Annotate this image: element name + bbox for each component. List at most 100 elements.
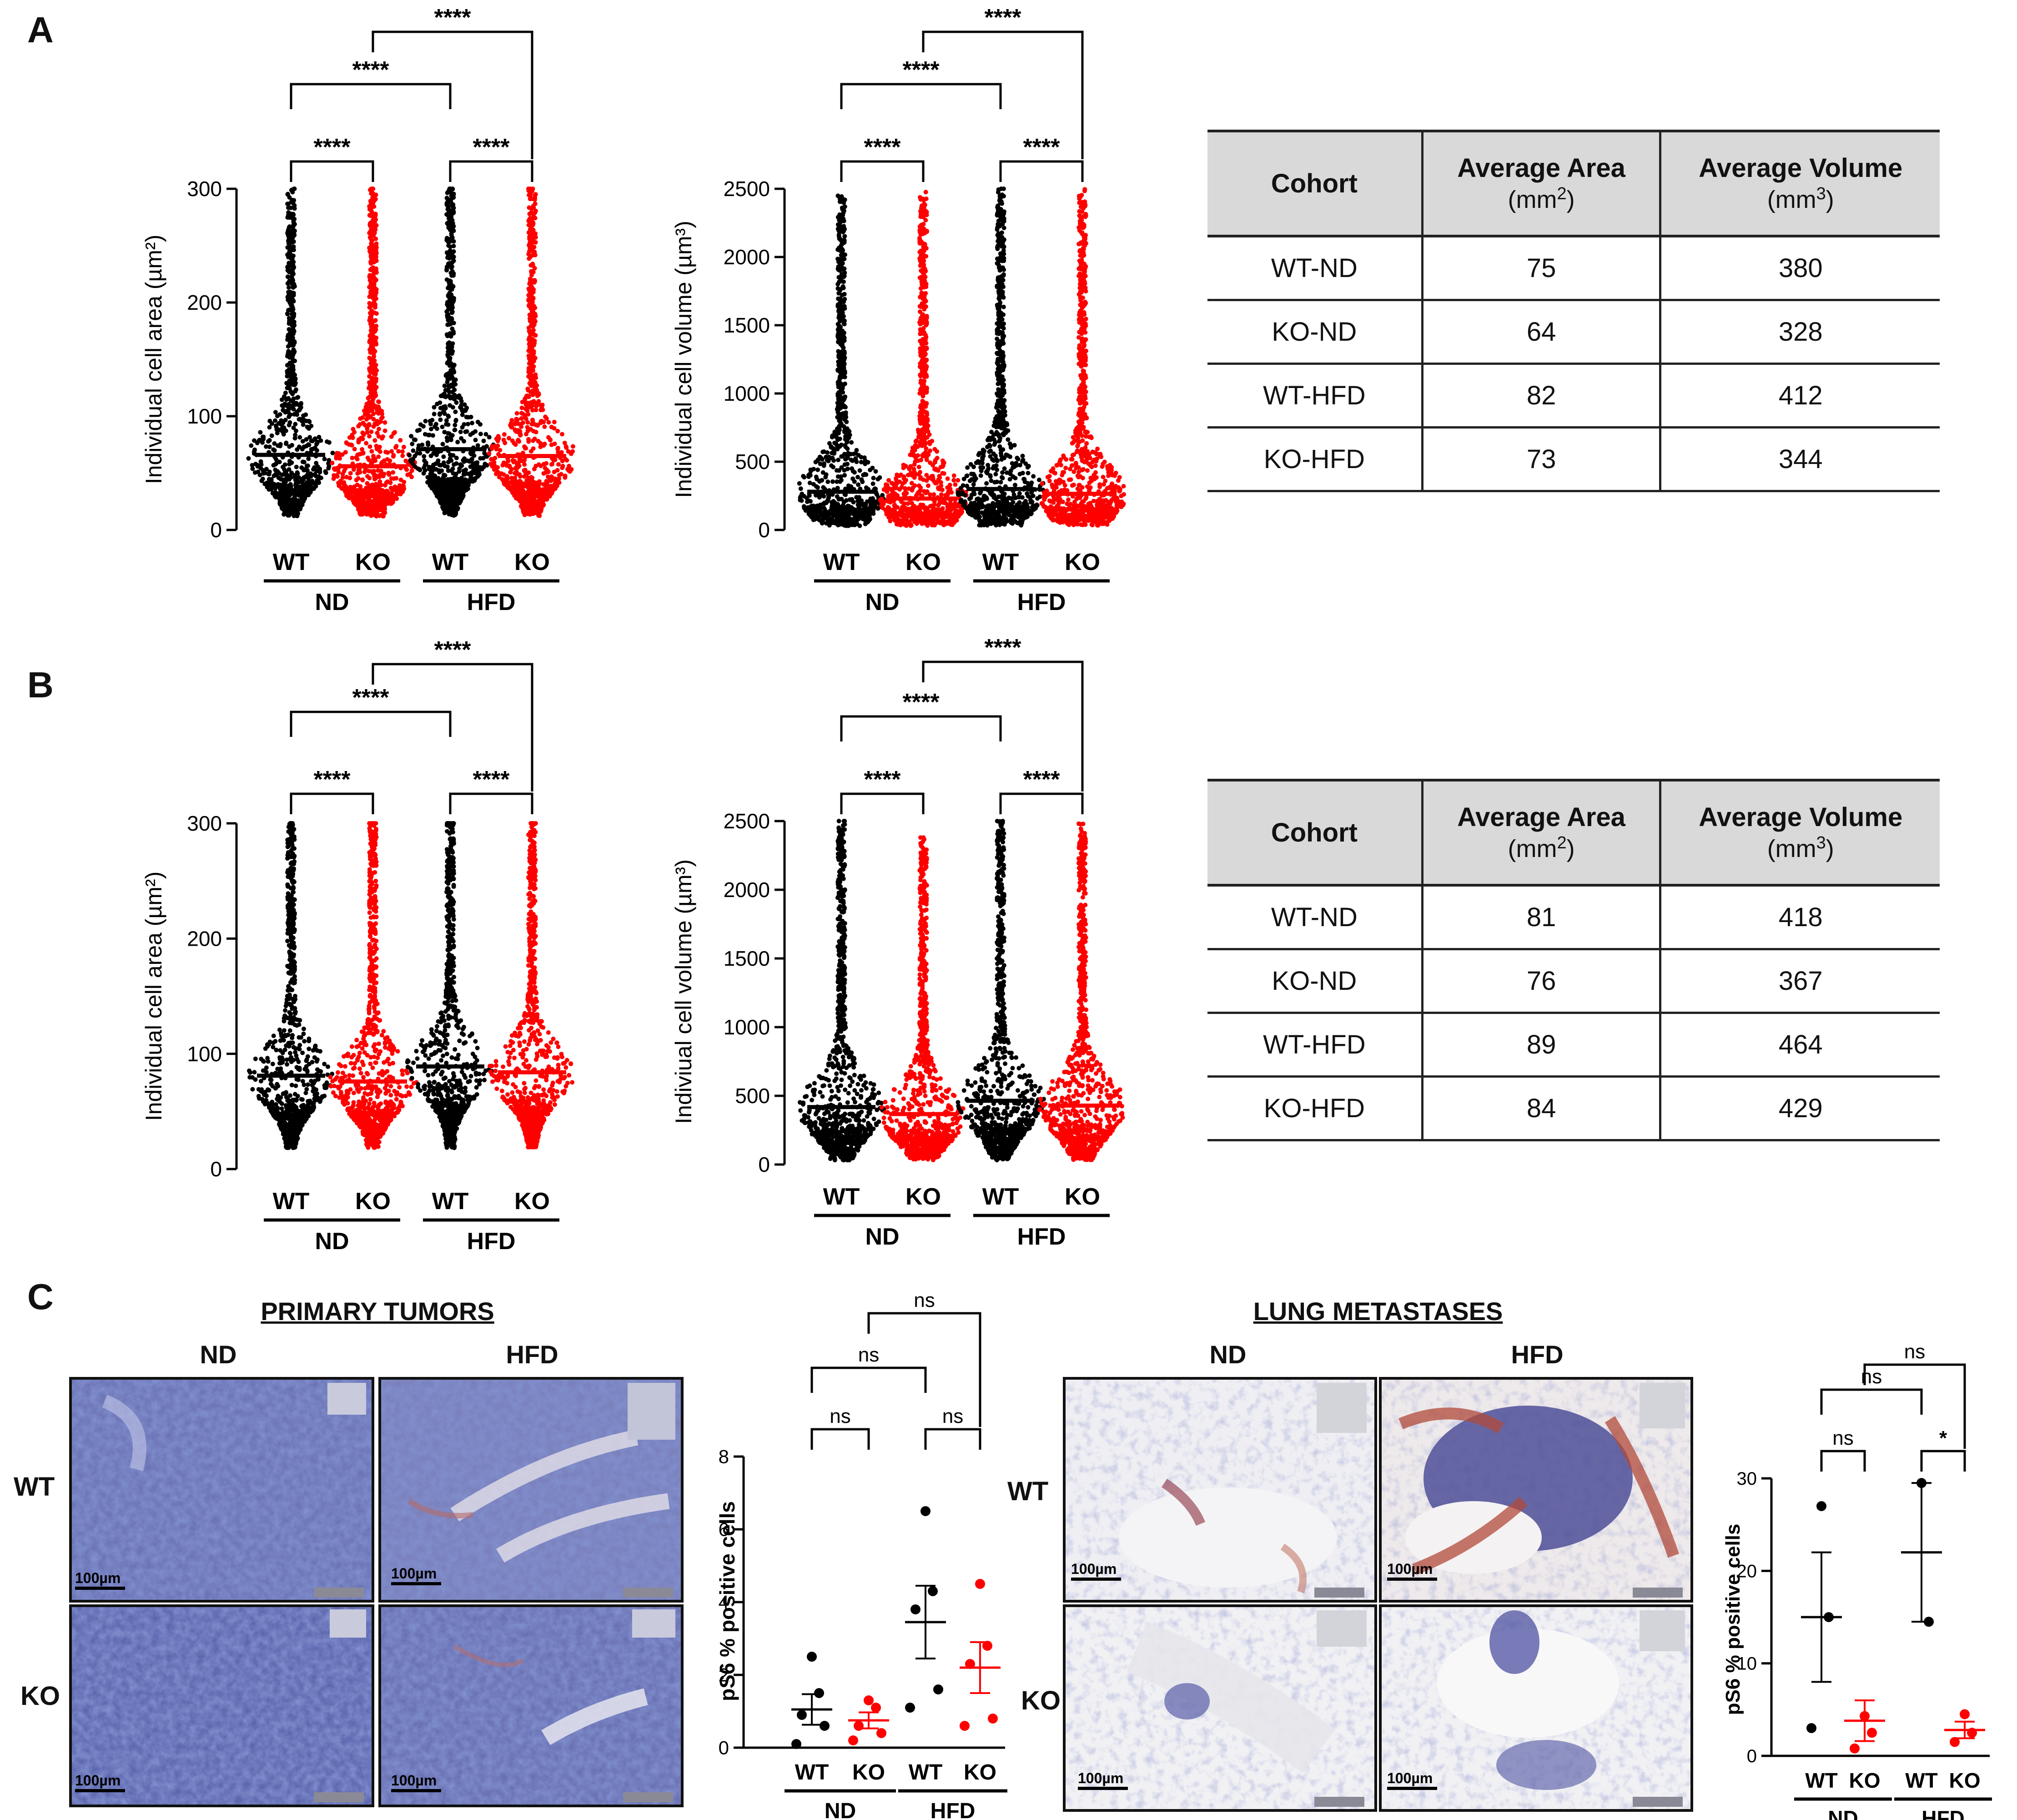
data-point — [531, 332, 536, 337]
data-point — [295, 412, 299, 417]
data-point — [354, 478, 359, 483]
scanner-stamp — [314, 1588, 364, 1598]
data-point — [510, 485, 515, 490]
data-point — [279, 502, 284, 507]
data-point — [522, 462, 527, 467]
data-point — [530, 379, 535, 384]
data-point — [840, 349, 845, 354]
data-point — [532, 339, 537, 344]
data-point — [285, 311, 290, 316]
data-point — [382, 429, 387, 433]
data-point — [384, 480, 389, 485]
data-point — [910, 485, 915, 490]
data-point — [845, 454, 850, 459]
scale-bar-label: 100µm — [1387, 1561, 1433, 1577]
data-point — [566, 468, 571, 473]
scale-bar-label: 100µm — [1078, 1770, 1123, 1786]
col-label-hfd: HFD — [1511, 1340, 1564, 1369]
data-point — [839, 286, 844, 291]
y-tick-label: 0 — [758, 518, 770, 542]
data-point — [367, 444, 372, 449]
data-point — [509, 424, 514, 429]
data-point — [441, 487, 446, 492]
data-point — [312, 437, 317, 442]
data-point — [276, 443, 281, 448]
data-point — [400, 454, 405, 458]
data-point — [293, 483, 298, 488]
data-point — [287, 404, 292, 409]
data-point — [816, 517, 821, 522]
data-point — [527, 335, 532, 340]
data-point — [367, 476, 372, 481]
data-point — [289, 470, 294, 475]
data-point — [286, 238, 291, 243]
data-point — [840, 240, 845, 245]
data-point — [373, 338, 378, 343]
micrograph-lung-ko-nd — [1063, 1604, 1377, 1812]
data-point — [372, 326, 377, 331]
data-point — [473, 460, 478, 465]
data-point — [865, 519, 870, 524]
micrograph-primary-wt-hfd — [378, 1377, 684, 1603]
data-point — [526, 439, 531, 444]
col-label-hfd: HFD — [506, 1340, 558, 1369]
data-point — [835, 521, 840, 526]
significance-bracket — [290, 160, 374, 182]
data-point — [432, 483, 437, 488]
data-point — [525, 500, 530, 505]
thumbnail-inset — [327, 1383, 366, 1415]
data-point — [840, 384, 845, 388]
data-point — [531, 496, 536, 501]
data-point — [516, 438, 521, 443]
data-point — [288, 232, 292, 237]
data-point — [835, 443, 840, 448]
data-point — [357, 422, 362, 427]
data-point — [292, 187, 297, 191]
col-label-nd: ND — [200, 1340, 237, 1369]
data-point — [849, 440, 854, 445]
y-tick-label: 100 — [187, 404, 222, 428]
data-point — [289, 237, 294, 242]
data-point — [523, 468, 528, 473]
data-point — [292, 509, 297, 514]
data-point — [398, 438, 403, 443]
data-point — [383, 494, 388, 499]
data-point — [489, 444, 494, 449]
data-point — [290, 273, 295, 277]
data-point — [371, 405, 376, 410]
data-point — [350, 433, 355, 438]
data-point — [846, 518, 851, 523]
data-point — [798, 486, 803, 491]
data-point — [394, 444, 399, 449]
data-point — [453, 409, 458, 414]
data-point — [528, 210, 533, 215]
data-point — [528, 449, 533, 454]
data-point — [275, 431, 280, 435]
data-point — [445, 333, 450, 338]
data-point — [391, 470, 395, 475]
data-point — [870, 481, 875, 486]
data-point — [350, 455, 355, 460]
data-point — [306, 456, 311, 461]
data-point — [370, 377, 375, 382]
data-point — [857, 468, 862, 473]
data-point — [546, 420, 551, 425]
data-point — [369, 206, 374, 211]
data-point — [287, 371, 292, 376]
data-point — [453, 423, 458, 428]
data-point — [355, 471, 360, 476]
data-point — [306, 418, 311, 423]
scanner-stamp — [1314, 1588, 1364, 1598]
data-point — [357, 500, 362, 505]
data-point — [377, 449, 382, 454]
data-point — [837, 497, 842, 502]
x-tick-label: WT — [432, 549, 469, 575]
data-point — [447, 296, 452, 301]
data-point — [259, 462, 264, 467]
data-point — [313, 474, 318, 479]
data-point — [373, 289, 378, 294]
data-point — [529, 364, 534, 369]
data-point — [854, 459, 859, 464]
scale-bar-label: 100µm — [391, 1772, 437, 1789]
